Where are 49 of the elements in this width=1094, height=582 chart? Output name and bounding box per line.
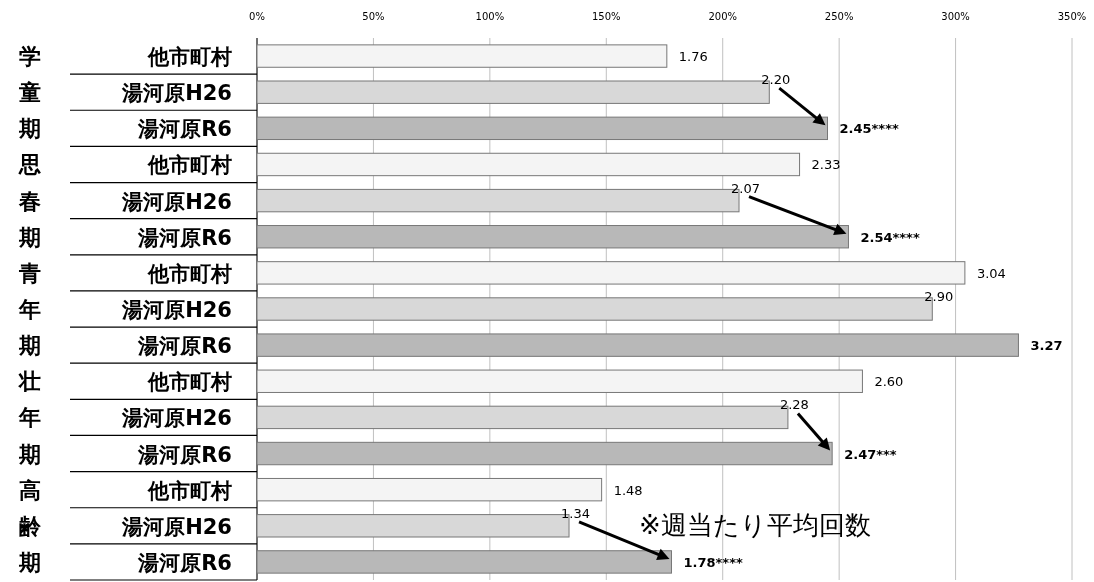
y-tick-label: 湯河原R6: [137, 225, 232, 250]
data-label: 1.78****: [683, 554, 743, 570]
bar: [256, 369, 863, 393]
y-tick-label: 他市町村: [147, 478, 232, 503]
data-label: 2.60: [874, 374, 904, 390]
data-label: 2.45****: [839, 121, 899, 137]
x-tick-label: 300%: [941, 11, 970, 22]
x-tick-label: 100%: [475, 11, 505, 22]
data-label: 2.20: [761, 72, 791, 88]
bar: [256, 152, 801, 177]
y-tick-label: 湯河原R6: [137, 117, 232, 142]
text: 高齢期: [18, 477, 42, 575]
text: 思春期: [18, 152, 41, 250]
bar: [256, 477, 603, 502]
y-tick-label: 湯河原H26: [121, 298, 232, 322]
x-tick-label: 150%: [591, 11, 621, 22]
y-tick-label: 湯河原R6: [137, 442, 232, 467]
data-label: 2.33: [811, 157, 841, 173]
y-tick-label: 湯河原H26: [121, 81, 232, 106]
data-label: 2.07: [731, 180, 760, 196]
y-tick-label: 他市町村: [147, 261, 232, 286]
data-label: 2.47***: [844, 446, 897, 462]
text: 学童期: [18, 44, 41, 142]
x-tick-label: 350%: [1057, 11, 1087, 22]
data-label: 1.34: [561, 505, 590, 521]
y-tick-label: 他市町村: [147, 370, 232, 395]
x-tick-label: 50%: [362, 11, 385, 22]
y-tick-label: 湯河原H26: [121, 406, 232, 431]
bar: [256, 261, 966, 285]
y-tick-label: 湯河原R6: [137, 550, 232, 575]
data-label: 3.04: [976, 265, 1006, 281]
data-label: 1.76: [678, 49, 708, 65]
annotation: ※週当たり平均回数: [639, 509, 871, 540]
y-tick-label: 他市町村: [147, 45, 232, 70]
text: 壮年期: [17, 369, 41, 467]
y-tick-label: 他市町村: [147, 153, 232, 178]
x-tick-label: 0%: [249, 11, 265, 22]
data-label: 2.90: [924, 289, 954, 304]
x-tick-label: 200%: [708, 11, 738, 22]
data-label: 1.48: [613, 482, 643, 498]
y-tick-label: 湯河原H26: [121, 514, 232, 539]
text: 青年期: [18, 260, 41, 359]
data-label: 2.28: [779, 397, 809, 413]
bar: [256, 44, 668, 68]
y-tick-label: 湯河原R6: [137, 334, 232, 359]
y-tick-label: 湯河原H26: [121, 189, 232, 214]
data-label: 3.27: [1030, 338, 1063, 354]
data-label: 2.54****: [860, 229, 920, 245]
x-tick-label: 250%: [824, 11, 854, 22]
